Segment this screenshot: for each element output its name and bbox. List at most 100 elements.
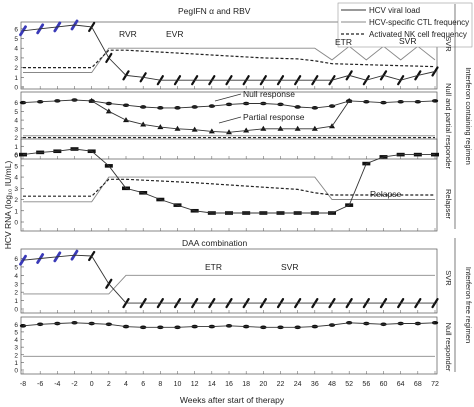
y-tick-label: 4 (14, 273, 18, 280)
annotation-relapse: Relapse (370, 189, 401, 199)
y-tick-label: 4 (14, 46, 18, 53)
side-label-null-responder: Null responder (444, 323, 453, 372)
y-tick-label: 1 (14, 144, 18, 151)
y-tick-label: 5 (14, 36, 18, 43)
y-tick-label: 0 (14, 307, 18, 314)
x-tick-label: 6 (141, 381, 145, 388)
group-label-ifn: Interferon containing regimen (464, 67, 473, 165)
annotation-rvr: RVR (119, 29, 137, 39)
series-daa-svr (19, 249, 439, 309)
annotation-etr: ETR (335, 37, 352, 47)
side-label-daa-svr: SVR (444, 270, 453, 286)
side-label-null-partial: Null and partial responder (444, 83, 453, 169)
ctl-line (23, 45, 436, 73)
y-tick-label: 4 (14, 118, 18, 125)
viral-null-point (431, 99, 439, 103)
y-tick-label: 3 (14, 186, 18, 193)
viral-partial-point (191, 126, 198, 132)
x-tick-label: 14 (208, 381, 216, 388)
group-label-ifn-free: Interferon free regimen (464, 267, 473, 343)
x-tick-label: -8 (20, 381, 26, 388)
viral-line (22, 24, 436, 81)
viral-partial-point (277, 125, 284, 131)
legend-viral-label: HCV viral load (369, 6, 420, 15)
viral-partial-point (208, 128, 215, 134)
y-tick-label: 3 (14, 345, 18, 352)
panel-daa-svr: 0 12 34 56 (14, 248, 438, 314)
y-tick-label: 3 (14, 281, 18, 288)
x-tick-label: 48 (328, 381, 336, 388)
annotation-svr: SVR (399, 36, 416, 46)
x-tick-label: 8 (158, 381, 162, 388)
partial-response-pointer (218, 116, 242, 124)
series-null-partial (19, 97, 439, 139)
y-tick-label: 1 (14, 75, 18, 82)
viral-line (22, 254, 435, 304)
x-tick-label: 10 (174, 381, 182, 388)
viral-null-point (19, 100, 27, 105)
y-tick-label: 5 (14, 109, 18, 116)
y-tick-label: 6 (14, 26, 18, 33)
viral-null-line (22, 99, 436, 109)
annotation-evr: EVR (166, 29, 183, 39)
header-pegifn: PegIFN α and RBV (178, 6, 251, 16)
y-tick-label: 5 (14, 264, 18, 271)
series-null-responder (19, 320, 439, 357)
viral-point (431, 66, 439, 77)
y-tick-label: 6 (14, 152, 18, 159)
viral-line (22, 322, 436, 328)
y-tick-label: 5 (14, 329, 18, 336)
annotation-daa-etr: ETR (205, 262, 222, 272)
y-tick-label: 0 (14, 85, 18, 92)
x-tick-label: 20 (259, 381, 267, 388)
x-tick-label: 24 (294, 381, 302, 388)
y-tick-label: 2 (14, 352, 18, 359)
legend: HCV viral load HCV-specific CTL frequenc… (337, 2, 473, 48)
x-tick-label: -4 (54, 381, 60, 388)
y-tick-label: 2 (14, 197, 18, 204)
y-tick-label: 0 (14, 220, 18, 227)
annotation-partial-response: Partial response (243, 112, 305, 122)
annotation-daa-svr: SVR (281, 262, 298, 272)
x-tick-label: -2 (71, 381, 77, 388)
y-tick-label: 4 (14, 175, 18, 182)
panel-relapse: 0 1 2 3 4 5 6 (14, 138, 438, 232)
viral-partial-point (294, 125, 301, 131)
legend-nk-label: Activated NK cell frequency (369, 30, 467, 39)
viral-line (22, 148, 435, 214)
x-axis-label: Weeks after start of therapy (180, 395, 285, 405)
side-label-svr: SVR (444, 36, 453, 52)
x-tick-label: 2 (107, 381, 111, 388)
y-tick-label: 2 (14, 65, 18, 72)
header-daa: DAA combination (182, 238, 247, 248)
viral-partial-point (123, 117, 129, 123)
panel-svr: 0 1 2 3 4 5 6 (14, 21, 438, 92)
x-tick-label: -6 (37, 381, 43, 388)
panel-null-partial: 0 1 2 34 5 6 (14, 91, 438, 160)
viral-partial-point (157, 124, 164, 130)
x-tick-label: 4 (124, 381, 128, 388)
y-tick-label: 3 (14, 55, 18, 62)
y-tick-label: 0 (14, 153, 18, 160)
x-tick-label: 16 (225, 381, 233, 388)
y-tick-label: 1 (14, 208, 18, 215)
y-tick-label: 0 (14, 368, 18, 375)
viral-partial-point (174, 125, 181, 131)
viral-point (19, 254, 27, 266)
x-tick-label: 18 (242, 381, 250, 388)
x-tick-label: 60 (380, 381, 388, 388)
x-tick-label: 56 (362, 381, 370, 388)
y-tick-label: 2 (14, 135, 18, 142)
y-tick-label: 6 (14, 100, 18, 107)
viral-partial-point (311, 125, 318, 131)
null-response-pointer (214, 93, 242, 102)
x-tick-label: 22 (277, 381, 285, 388)
x-axis: -8 -6 -4 -2 0 2 4 6 8 10 12 14 16 18 20 22 24 36 48 52 56 60 6… (20, 381, 439, 388)
y-tick-label: 3 (14, 126, 18, 133)
side-label-relapser: Relapser (444, 189, 453, 220)
viral-partial-point (260, 125, 267, 131)
nk-line (23, 178, 435, 197)
